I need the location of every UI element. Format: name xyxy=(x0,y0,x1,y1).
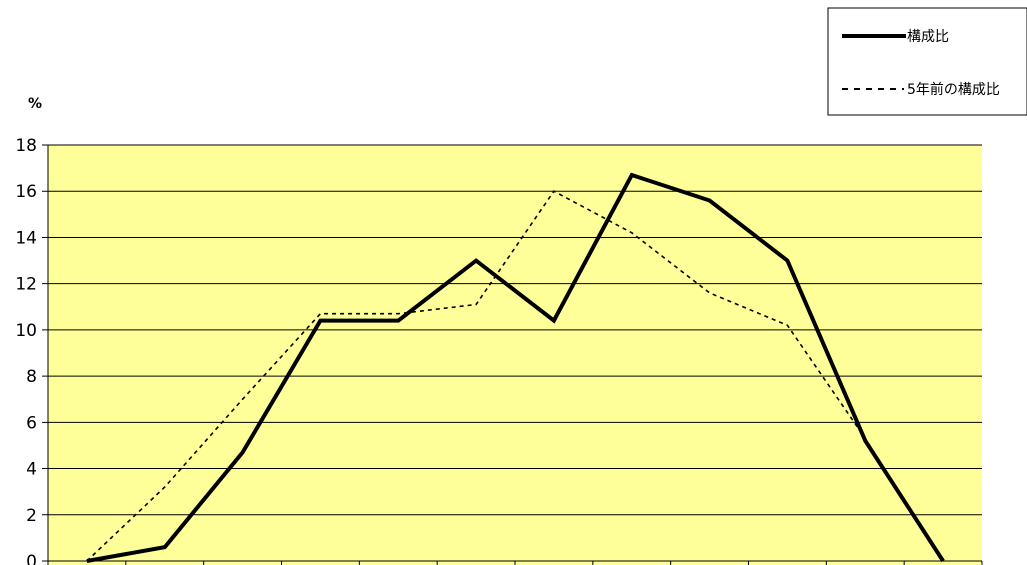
y-tick-label: 10 xyxy=(15,321,37,341)
y-axis-tick-labels: 0 2 4 6 8 10 12 14 16 18 xyxy=(15,136,37,565)
y-tick-label: 14 xyxy=(15,228,37,248)
legend-label-current: 構成比 xyxy=(907,29,949,45)
y-tick-label: 2 xyxy=(26,506,37,526)
y-tick-label: 4 xyxy=(26,460,37,480)
y-tick-label: 8 xyxy=(26,367,37,387)
plot-area xyxy=(48,145,982,565)
y-axis-unit-label: % xyxy=(28,96,42,112)
y-tick-label: 0 xyxy=(26,552,37,565)
y-tick-label: 18 xyxy=(15,136,37,156)
legend: 構成比 5年前の構成比 xyxy=(827,7,1027,116)
y-tick-label: 6 xyxy=(26,413,37,433)
gridlines xyxy=(42,144,983,565)
legend-box xyxy=(827,7,1027,116)
series-line-current xyxy=(86,172,945,563)
series-lines xyxy=(86,172,945,563)
legend-label-5-years-ago: 5年前の構成比 xyxy=(907,81,1000,98)
y-tick-label: 16 xyxy=(15,182,37,202)
y-tick-label: 12 xyxy=(15,275,37,295)
